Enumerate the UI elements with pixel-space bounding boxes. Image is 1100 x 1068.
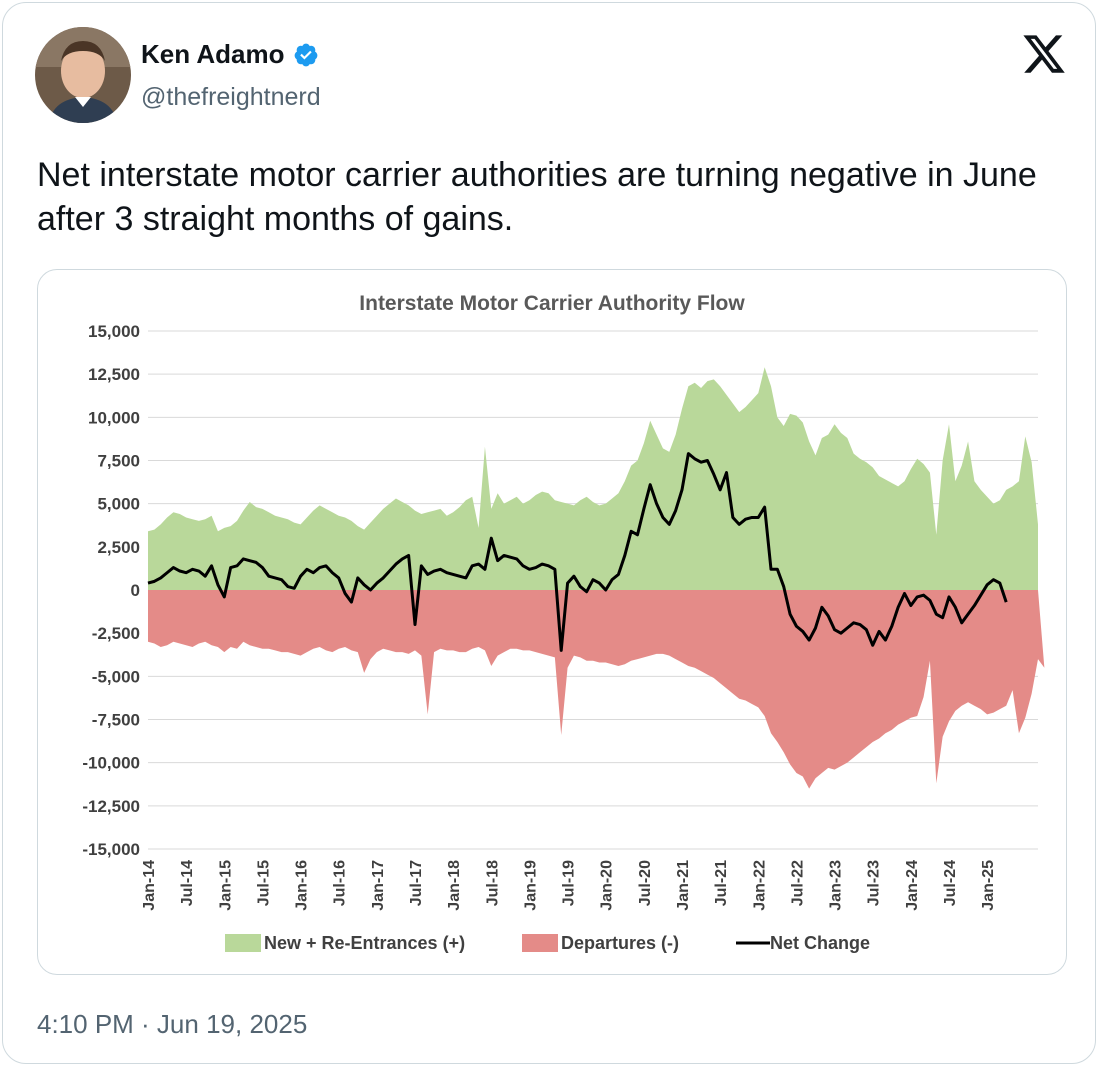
legend-swatch bbox=[225, 934, 261, 952]
author-name-row[interactable]: Ken Adamo bbox=[141, 39, 319, 70]
authority-flow-chart: Interstate Motor Carrier Authority Flow … bbox=[82, 292, 1045, 953]
tweet-timestamp[interactable]: 4:10 PM · Jun 19, 2025 bbox=[37, 1009, 308, 1039]
author-name[interactable]: Ken Adamo bbox=[141, 39, 285, 69]
chart-legend: New + Re-Entrances (+) Departures (-) Net … bbox=[225, 933, 870, 953]
y-tick-label: 0 bbox=[131, 581, 140, 600]
y-tick-label: -10,000 bbox=[82, 754, 140, 773]
y-tick-label: 12,500 bbox=[88, 365, 140, 384]
chart-areas bbox=[147, 367, 1045, 789]
y-tick-label: 5,000 bbox=[97, 495, 140, 514]
x-tick-label: Jul-17 bbox=[408, 860, 425, 906]
legend-label: New + Re-Entrances (+) bbox=[264, 933, 465, 953]
x-tick-label: Jan-15 bbox=[217, 860, 234, 911]
legend-swatch bbox=[522, 934, 558, 952]
x-tick-label: Jan-18 bbox=[446, 860, 463, 911]
x-tick-label: Jul-21 bbox=[713, 860, 730, 906]
chart-image[interactable]: Interstate Motor Carrier Authority Flow … bbox=[37, 269, 1067, 975]
x-tick-label: Jan-23 bbox=[828, 860, 845, 911]
x-tick-label: Jan-17 bbox=[370, 860, 387, 911]
y-tick-label: -5,000 bbox=[92, 667, 140, 686]
x-tick-label: Jan-25 bbox=[980, 860, 997, 911]
x-tick-label: Jan-24 bbox=[904, 860, 921, 911]
x-tick-label: Jul-18 bbox=[484, 860, 501, 906]
x-tick-label: Jul-14 bbox=[179, 860, 196, 906]
author-handle[interactable]: @thefreightnerd bbox=[141, 83, 321, 111]
x-tick-label: Jan-14 bbox=[141, 860, 158, 911]
x-axis: Jan-14 Jul-14 Jan-15 Jul-15 Jan-16 Jul-16 Jan-… bbox=[141, 860, 997, 911]
chart-title: Interstate Motor Carrier Authority Flow bbox=[359, 292, 745, 315]
y-tick-label: -7,500 bbox=[92, 711, 140, 730]
y-axis: 15,000 12,500 10,000 7,500 5,000 2,500 0 -2,500… bbox=[82, 322, 140, 859]
x-tick-label: Jan-16 bbox=[294, 860, 311, 911]
x-tick-label: Jul-23 bbox=[866, 860, 883, 906]
tweet-text: Net interstate motor carrier authorities… bbox=[37, 156, 1037, 238]
y-tick-label: 7,500 bbox=[97, 452, 140, 471]
x-tick-label: Jul-16 bbox=[332, 860, 349, 906]
x-tick-label: Jul-22 bbox=[789, 860, 806, 906]
x-tick-label: Jan-21 bbox=[675, 860, 692, 911]
x-tick-label: Jan-19 bbox=[522, 860, 539, 911]
avatar[interactable] bbox=[35, 27, 131, 123]
legend-label: Net Change bbox=[770, 933, 870, 953]
x-tick-label: Jul-15 bbox=[255, 860, 272, 906]
x-tick-label: Jul-20 bbox=[637, 860, 654, 906]
y-tick-label: 2,500 bbox=[97, 538, 140, 557]
legend-label: Departures (-) bbox=[561, 933, 679, 953]
y-tick-label: 10,000 bbox=[88, 408, 140, 427]
area-new-re-entrances bbox=[148, 367, 1038, 590]
x-tick-label: Jul-24 bbox=[942, 860, 959, 906]
area-departures bbox=[148, 590, 1045, 789]
line-net-change bbox=[147, 452, 1008, 652]
x-logo-icon[interactable] bbox=[1021, 31, 1067, 77]
y-tick-label: -15,000 bbox=[82, 840, 140, 859]
x-tick-label: Jan-20 bbox=[599, 860, 616, 911]
x-tick-label: Jul-19 bbox=[561, 860, 578, 906]
verified-badge-icon bbox=[294, 43, 317, 66]
y-tick-label: 15,000 bbox=[88, 322, 140, 341]
x-tick-label: Jan-22 bbox=[751, 860, 768, 911]
y-tick-label: -2,500 bbox=[92, 624, 140, 643]
y-tick-label: -12,500 bbox=[82, 797, 140, 816]
